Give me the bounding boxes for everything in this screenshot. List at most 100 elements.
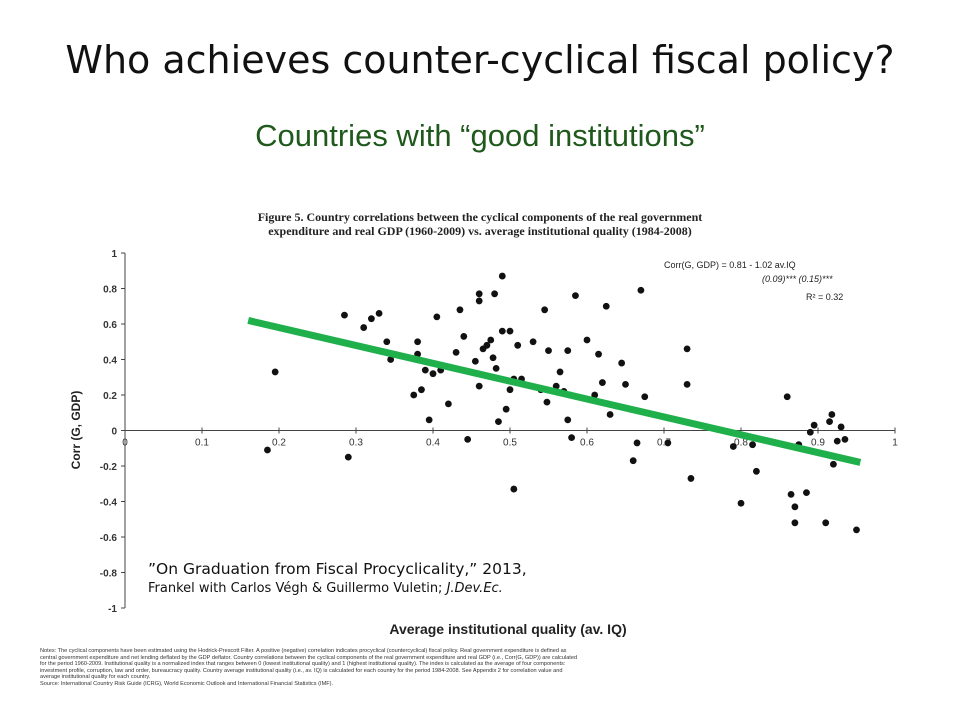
scatter-point — [791, 519, 799, 527]
scatter-point — [543, 398, 551, 406]
y-tick-label: -0.8 — [100, 569, 118, 580]
y-tick-label: -1 — [108, 604, 117, 615]
scatter-point — [383, 338, 391, 346]
scatter-point — [375, 309, 383, 317]
scatter-point — [618, 359, 626, 367]
scatter-point — [591, 391, 599, 399]
y-tick-label: -0.6 — [100, 533, 118, 544]
scatter-point — [583, 336, 591, 344]
scatter-point — [456, 306, 464, 314]
scatter-point — [810, 421, 818, 429]
scatter-point — [633, 439, 641, 447]
x-axis-label: Average institutional quality (av. IQ) — [389, 621, 626, 637]
scatter-point — [264, 446, 271, 454]
scatter-point — [853, 526, 860, 534]
scatter-point — [498, 327, 506, 335]
scatter-point — [602, 302, 610, 310]
scatter-point — [545, 347, 552, 355]
y-tick-label: 0.8 — [103, 285, 117, 296]
scatter-point — [271, 368, 279, 376]
scatter-point — [344, 453, 352, 461]
scatter-point — [595, 350, 602, 358]
scatter-point — [806, 428, 814, 436]
scatter-point — [414, 338, 421, 346]
scatter-point — [830, 460, 837, 468]
scatter-point — [410, 391, 418, 399]
y-axis-ticks: 1 0.8 0.6 0.4 0.2 0 -0.2 -0.4 -0.6 -0.8 -1 — [100, 249, 125, 615]
figure-caption-line2: expenditure and real GDP (1960-2009) vs.… — [268, 224, 692, 238]
notes-line5: average institutional quality for each c… — [40, 674, 151, 681]
scatter-point — [368, 315, 375, 323]
y-tick-label: 0.2 — [103, 391, 117, 402]
scatter-point — [452, 349, 460, 356]
scatter-point — [828, 411, 836, 418]
scatter-point — [418, 386, 425, 394]
scatter-point — [541, 306, 549, 314]
x-tick-label: 0.6 — [580, 438, 594, 449]
x-tick-label: 0.2 — [272, 438, 286, 449]
x-tick-label: 0.9 — [811, 438, 825, 449]
slide-subtitle: Countries with “good institutions” — [255, 118, 705, 153]
regression-std-errors: (0.09)*** (0.15)*** — [762, 274, 833, 284]
scatter-point — [564, 416, 572, 424]
scatter-point — [492, 364, 500, 372]
x-tick-label: 0.3 — [349, 438, 363, 449]
scatter-point — [833, 437, 841, 445]
scatter-point — [506, 386, 514, 394]
scatter-point — [464, 435, 472, 443]
citation-line2: Frankel with Carlos Végh & Guillermo Vul… — [148, 581, 527, 596]
citation-authors: Frankel with Carlos Végh & Guillermo Vul… — [148, 581, 447, 596]
x-tick-label: 0.8 — [734, 438, 748, 449]
citation: ”On Graduation from Fiscal Procyclicalit… — [148, 560, 527, 596]
y-tick-label: -0.4 — [100, 498, 118, 509]
notes-line4: investment profile, corruption, law and … — [40, 667, 563, 674]
y-tick-label: -0.2 — [100, 462, 118, 473]
scatter-points — [264, 272, 860, 534]
scatter-point — [529, 338, 537, 346]
scatter-point — [460, 333, 468, 340]
x-tick-label: 0.1 — [195, 438, 209, 449]
scatter-point — [425, 416, 433, 424]
scatter-point — [637, 286, 645, 294]
scatter-point — [841, 435, 849, 443]
regression-fit-line — [247, 317, 862, 466]
y-tick-label: 1 — [111, 249, 117, 260]
scatter-point — [572, 292, 579, 299]
scatter-point — [564, 347, 572, 355]
scatter-point — [687, 475, 695, 482]
slide-title: Who achieves counter-cyclical fiscal pol… — [65, 38, 895, 82]
x-tick-label: 1 — [892, 438, 898, 449]
figure-notes: Notes: The cyclical components have been… — [40, 648, 920, 688]
y-tick-label: 0.6 — [103, 320, 117, 331]
scatter-point — [506, 327, 514, 335]
scatter-point — [729, 443, 737, 450]
scatter-point — [498, 272, 506, 280]
scatter-point — [387, 356, 395, 363]
notes-line2: central government expenditure and net l… — [40, 654, 578, 661]
x-tick-label: 0.5 — [503, 438, 517, 449]
scatter-point — [749, 441, 756, 449]
x-tick-label: 0 — [122, 438, 128, 449]
scatter-point — [475, 382, 483, 390]
scatter-point — [429, 370, 437, 378]
scatter-point — [568, 434, 575, 441]
y-axis-label: Corr (G, GDP) — [69, 391, 83, 470]
scatter-point — [495, 418, 502, 426]
scatter-point — [641, 393, 649, 401]
regression-equation: Corr(G, GDP) = 0.81 - 1.02 av.IQ — [664, 260, 796, 270]
y-tick-label: 0 — [111, 427, 117, 438]
scatter-point — [514, 341, 522, 349]
notes-line3: for the period 1960-2009. Institutional … — [40, 661, 566, 668]
scatter-point — [510, 485, 518, 493]
scatter-point — [822, 519, 830, 527]
scatter-point — [683, 380, 691, 388]
y-tick-label: 0.4 — [103, 356, 117, 367]
x-tick-label: 0.7 — [657, 438, 671, 449]
scatter-point — [803, 489, 810, 497]
scatter-point — [445, 400, 452, 408]
scatter-point — [360, 324, 368, 331]
scatter-point — [606, 411, 614, 418]
notes-line1: Notes: The cyclical components have been… — [40, 648, 567, 654]
scatter-point — [475, 290, 483, 298]
